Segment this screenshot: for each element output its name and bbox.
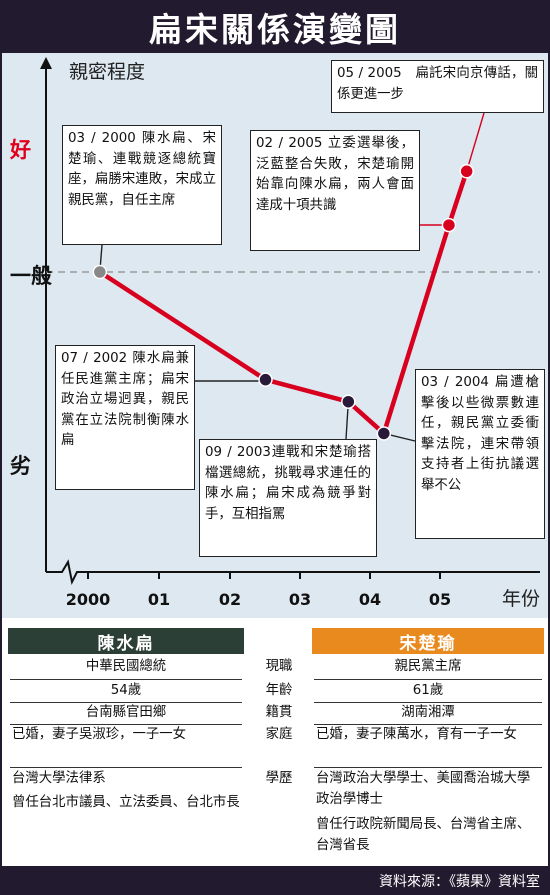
x-tick-label: 03 xyxy=(289,590,311,609)
chart-axes xyxy=(40,57,540,586)
left-education: 台灣大學法律系 xyxy=(12,771,106,786)
annotation-2000-03: 03 / 2000 陳水扁、宋楚瑜、連戰競逐總統寶座，扁勝宋連敗，宋成立親民黨，… xyxy=(62,125,222,245)
annotation-leader xyxy=(195,379,267,382)
data-point xyxy=(441,217,457,233)
source-credit: 資料來源：《蘋果》資料室 xyxy=(379,873,540,890)
y-axis-arrow xyxy=(40,57,52,69)
row-divider xyxy=(10,767,242,768)
annotation-2005-05: 05 / 2005 扁託宋向京傳話，關係更進一步 xyxy=(331,60,544,113)
data-point xyxy=(341,394,356,409)
x-tick-label: 04 xyxy=(359,590,381,609)
label-hometown: 籍貫 xyxy=(265,705,293,720)
row-divider xyxy=(314,679,542,680)
annotation-2004-03: 03 / 2004 扁遭槍擊後以些微票數連任，親民黨立委衝擊法院，連宋帶領支持者… xyxy=(415,369,545,539)
left-family: 已婚，妻子吳淑珍，一子一女 xyxy=(12,727,187,742)
y-level-label: 好 xyxy=(9,138,31,162)
row-divider xyxy=(10,679,242,680)
row-divider xyxy=(314,702,542,703)
data-point xyxy=(258,372,273,387)
label-age: 年齡 xyxy=(265,683,293,698)
relationship-series-line xyxy=(98,170,469,436)
annotation-2003-09: 09 / 2003連戰和宋楚瑜搭檔選總統，挑戰尋求連任的陳水扁；扁宋成為競爭對手… xyxy=(199,439,377,557)
x-tick-label: 05 xyxy=(429,590,451,609)
label-education: 學歷 xyxy=(265,771,293,786)
row-divider xyxy=(10,724,242,725)
left-career: 曾任台北市議員、立法委員、台北市長 xyxy=(12,795,240,810)
y-level-label: 一般 xyxy=(10,264,52,288)
title-bar: 扁宋關係演變圖 xyxy=(0,0,550,53)
x-tick-label: 2000 xyxy=(66,590,111,609)
x-tick-label: 01 xyxy=(148,590,170,609)
y-axis-label: 親密程度 xyxy=(69,61,145,83)
x-axis-label: 年份 xyxy=(502,588,540,610)
right-age: 61歲 xyxy=(412,683,444,698)
x-tick-label: 02 xyxy=(219,590,241,609)
data-point xyxy=(459,164,474,179)
source-footer: 資料來源：《蘋果》資料室 xyxy=(0,866,550,895)
x-axis-break xyxy=(46,559,84,586)
label-family: 家庭 xyxy=(265,727,293,742)
data-point xyxy=(376,426,392,441)
chart-marks xyxy=(92,164,474,441)
left-hometown: 台南縣官田鄉 xyxy=(85,705,167,720)
row-divider xyxy=(314,767,542,768)
page-title: 扁宋關係演變圖 xyxy=(149,9,401,49)
label-job: 現職 xyxy=(265,659,293,674)
right-education: 台灣政治大學學士、美國喬治城大學政治學博士 xyxy=(316,771,531,807)
row-divider xyxy=(10,702,242,703)
name-header-right: 宋楚瑜 xyxy=(312,628,544,654)
name-header-left: 陳水扁 xyxy=(8,628,244,654)
annotation-2005-02: 02 / 2005 立委選舉後，泛藍整合失敗，宋楚瑜開始靠向陳水扁，兩人會面達成… xyxy=(250,130,420,251)
left-age: 54歲 xyxy=(110,683,142,698)
right-hometown: 湖南湘潭 xyxy=(401,705,455,720)
annotation-leader xyxy=(465,112,485,172)
left-job: 中華民國總統 xyxy=(85,659,167,674)
data-point xyxy=(92,264,108,280)
right-family: 已婚，妻子陳萬水，育有一子一女 xyxy=(316,727,517,742)
y-level-label: 劣 xyxy=(10,454,31,478)
right-career: 曾任行政院新聞局長、台灣省主席、台灣省長 xyxy=(316,817,531,853)
chart-area: 2000 01 02 03 04 05 年份 親密程度好一般劣 03 / 2000 陳水扁、宋… xyxy=(0,53,550,618)
right-job: 親民黨主席 xyxy=(394,659,462,674)
profile-comparison: 陳水扁 宋楚瑜 中華民國總統 現職 親民黨主席 54歲 年齡 61歲 台南縣官田… xyxy=(0,618,550,866)
annotation-2002-07: 07 / 2002 陳水扁兼任民進黨主席；扁宋政治立場迥異，親民黨在立法院制衡陳… xyxy=(55,345,195,490)
row-divider xyxy=(314,724,542,725)
